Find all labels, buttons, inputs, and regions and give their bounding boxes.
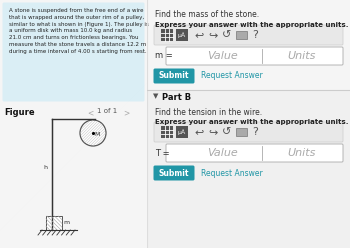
Text: ↩: ↩ xyxy=(194,30,203,40)
FancyBboxPatch shape xyxy=(154,165,195,181)
Text: Express your answer with the appropriate units.: Express your answer with the appropriate… xyxy=(155,22,349,28)
Text: μÅ: μÅ xyxy=(178,32,186,38)
FancyBboxPatch shape xyxy=(166,47,343,65)
Text: h: h xyxy=(43,165,47,170)
Text: Value: Value xyxy=(208,148,238,158)
Text: Find the mass of the stone.: Find the mass of the stone. xyxy=(155,10,259,19)
Text: m: m xyxy=(63,220,69,225)
Text: Find the tension in the wire.: Find the tension in the wire. xyxy=(155,108,262,117)
Bar xyxy=(161,126,173,138)
Text: ?: ? xyxy=(252,30,258,40)
Text: Value: Value xyxy=(208,51,238,61)
Bar xyxy=(176,29,188,41)
Bar xyxy=(176,126,188,138)
Text: <: < xyxy=(87,108,93,117)
Text: Submit: Submit xyxy=(159,71,189,81)
Text: ↺: ↺ xyxy=(222,30,231,40)
Bar xyxy=(46,216,62,230)
Circle shape xyxy=(80,120,106,146)
Text: A stone is suspended from the free end of a wire
that is wrapped around the oute: A stone is suspended from the free end o… xyxy=(9,8,149,54)
Bar xyxy=(147,90,350,248)
Text: Units: Units xyxy=(288,51,316,61)
Bar xyxy=(236,128,247,136)
Text: Units: Units xyxy=(288,148,316,158)
FancyBboxPatch shape xyxy=(166,144,343,162)
Text: μÅ: μÅ xyxy=(178,129,186,135)
Text: Part B: Part B xyxy=(162,93,191,102)
Text: Express your answer with the appropriate units.: Express your answer with the appropriate… xyxy=(155,119,349,125)
Text: Request Answer: Request Answer xyxy=(201,168,263,178)
Text: M: M xyxy=(94,131,99,136)
Text: Figure: Figure xyxy=(4,108,35,117)
Text: T =: T = xyxy=(155,149,170,157)
Text: m =: m = xyxy=(155,52,173,61)
Text: >: > xyxy=(123,108,129,117)
Text: 1 of 1: 1 of 1 xyxy=(97,108,117,114)
FancyBboxPatch shape xyxy=(154,122,343,142)
Text: ↺: ↺ xyxy=(222,127,231,137)
Text: ↪: ↪ xyxy=(208,30,217,40)
Text: ?: ? xyxy=(252,127,258,137)
FancyBboxPatch shape xyxy=(154,68,195,84)
Bar xyxy=(161,29,173,41)
Text: ▼: ▼ xyxy=(153,93,158,99)
FancyBboxPatch shape xyxy=(2,2,145,101)
Text: ↩: ↩ xyxy=(194,127,203,137)
Text: Request Answer: Request Answer xyxy=(201,71,263,81)
Text: ↪: ↪ xyxy=(208,127,217,137)
Bar xyxy=(236,31,247,39)
FancyBboxPatch shape xyxy=(154,25,343,45)
Text: Submit: Submit xyxy=(159,168,189,178)
